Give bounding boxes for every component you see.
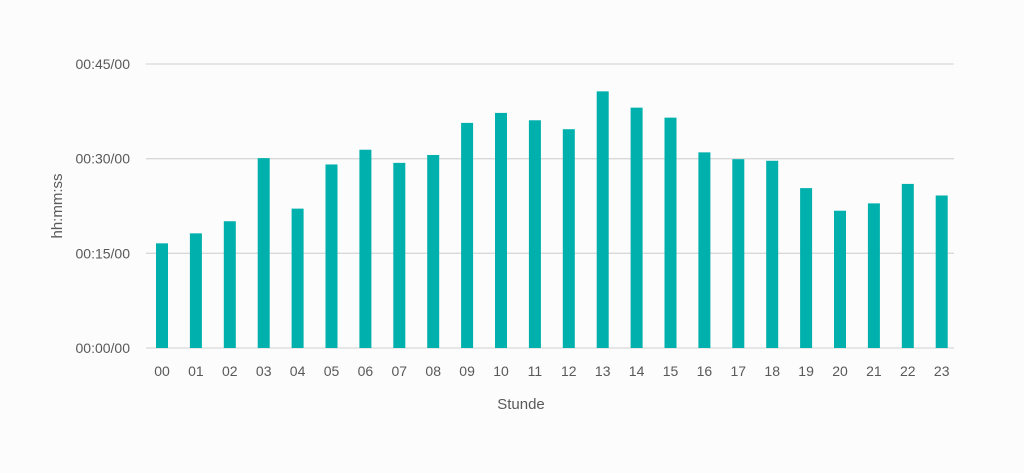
x-tick-label: 18 [764,363,780,379]
bar-16 [698,152,711,348]
x-tick-label: 02 [222,363,238,379]
bar-23 [935,195,948,348]
x-tick-label: 09 [459,363,475,379]
bar-02 [223,221,236,348]
bar-18 [766,160,779,348]
bar-09 [461,122,474,348]
x-axis-title: Stunde [497,396,545,413]
bar-17 [732,159,745,348]
x-tick-label: 05 [324,363,340,379]
x-tick-label: 20 [832,363,848,379]
bar-03 [257,158,270,348]
bar-21 [867,203,880,348]
bar-19 [800,188,813,348]
x-tick-label: 03 [256,363,272,379]
x-tick-label: 22 [900,363,916,379]
y-tick-label: 00:15/00 [76,245,131,261]
x-tick-label: 10 [493,363,509,379]
y-axis-title: hh:mm:ss [49,173,66,238]
y-tick-label: 00:45/00 [76,56,131,72]
y-tick-label: 00:30/00 [76,151,131,167]
x-tick-label: 07 [392,363,408,379]
x-tick-label: 00 [154,363,170,379]
x-tick-label: 14 [629,363,645,379]
x-tick-label: 01 [188,363,204,379]
bars [156,91,948,349]
x-tick-label: 13 [595,363,611,379]
x-tick-label: 11 [528,363,543,379]
x-tick-label: 12 [561,363,577,379]
bar-13 [596,91,609,348]
x-tick-label: 19 [798,363,814,379]
x-tick-label: 08 [425,363,441,379]
bar-10 [495,112,507,349]
bar-22 [901,183,914,348]
y-tick-label: 00:00/00 [76,340,131,356]
x-tick-label: 06 [358,363,374,379]
x-tick-label: 23 [934,363,950,379]
bar-05 [325,164,338,348]
x-tick-label: 15 [663,363,679,379]
x-tick-label: 16 [697,363,713,379]
x-tick-labels: 00 01 02 03 04 05 06 07 08 09 10 11 12 13 14 15 16 17 18 19… [154,363,949,379]
x-tick-label: 17 [731,363,747,379]
bar-00 [156,243,168,348]
x-tick-label: 21 [866,363,882,379]
gridlines [146,63,954,349]
bar-20 [834,210,846,348]
bar-15 [664,117,677,349]
bar-06 [359,149,372,348]
bar-08 [427,154,440,348]
bar-07 [393,162,406,348]
bar-04 [291,208,304,348]
x-tick-label: 04 [290,363,306,379]
bar-12 [562,129,575,348]
bar-14 [630,107,643,348]
y-tick-labels: 00:00/00 00:15/00 00:30/00 00:45/00 [76,56,131,356]
bar-11 [528,120,541,348]
bar-01 [189,233,202,348]
